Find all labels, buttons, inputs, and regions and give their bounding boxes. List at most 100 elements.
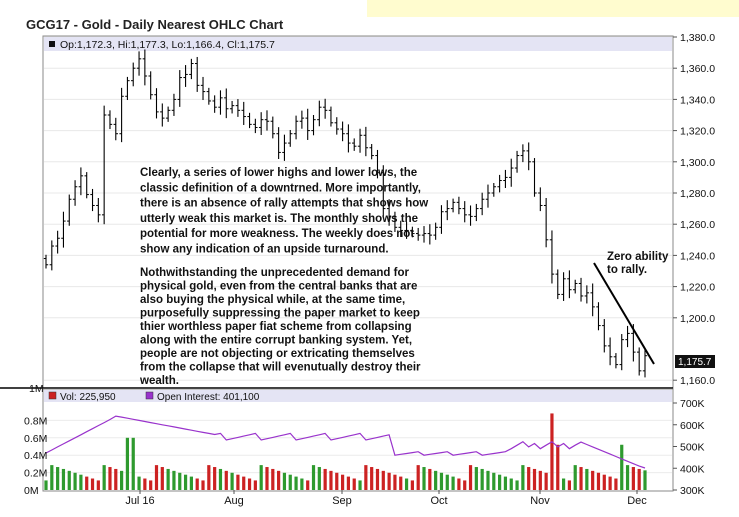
volume-bar [643,470,647,490]
price-tick-label: 1,160.0 [680,375,715,387]
ohlc-bar [200,76,206,101]
volume-tick-label: 1M [29,383,44,395]
volume-bar [614,478,618,490]
ohlc-bar [543,197,549,248]
ohlc-bar [148,71,153,100]
volume-bar [340,474,345,490]
ohlc-bar [456,196,462,215]
ohlc-bar [340,121,345,142]
price-tick-label: 1,200.0 [680,313,715,325]
oi-tick-label: 700K [680,398,705,410]
price-tick-label: 1,360.0 [680,63,715,75]
price-tick-label: 1,300.0 [680,157,715,169]
ohlc-bar [392,211,398,232]
ohlc-bar [474,203,479,222]
volume-bar [61,468,66,490]
volume-bar [422,467,426,490]
volume-bar [631,467,635,490]
commentary-line: show any indication of an upside turnaro… [140,244,389,256]
ohlc-bar [195,56,200,92]
ohlc-bar [224,88,229,119]
ohlc-legend-box [44,37,672,51]
price-tick-label: 1,340.0 [680,94,715,106]
volume-tick-label: 0.2M [24,468,47,480]
volume-bar [399,476,403,490]
volume-bar [236,474,240,490]
volume-bar [218,468,223,490]
ohlc-bar [479,192,485,216]
volume-bar [288,474,292,490]
open-interest-label: Open Interest: 401,100 [157,392,260,403]
volume-bar [387,472,391,490]
ohlc-bar [549,230,555,284]
ohlc-bar [386,199,392,226]
volume-bar [224,470,228,490]
oi-tick-label: 600K [680,420,705,432]
ohlc-bar [218,90,223,115]
price-grid [44,36,672,381]
ohlc-bar [165,106,171,122]
price-tick-label: 1,220.0 [680,282,715,294]
volume-bar [329,470,333,490]
ohlc-bar [375,149,380,179]
ohlc-bar [427,224,433,245]
ohlc-bar [439,205,444,234]
ohlc-bar [55,230,60,254]
ohlc-bar [235,99,241,117]
ohlc-bar [125,76,130,101]
price-axis: 1,380.0 1,360.0 1,340.0 1,320.0 1,300.0 1,280… [673,32,715,387]
volume-bar [428,468,432,490]
volume-bar [277,470,281,490]
volume-bar [503,476,508,490]
ohlc-bar [602,319,607,353]
open-interest-legend-swatch [145,391,154,400]
volume-bar [486,470,490,490]
ohlc-bar [514,150,520,173]
volume-legend-box [44,390,672,402]
ohlc-bar [288,129,293,147]
ohlc-bar [357,128,363,153]
price-tick-label: 1,280.0 [680,188,715,200]
volume-bar [56,467,60,490]
ohlc-bar [596,302,601,331]
x-tick-label: Sep [332,495,352,507]
volume-bar [120,470,124,490]
oi-tick-label: 500K [680,442,705,454]
downtrend-line [593,262,655,365]
ohlc-bar [636,347,642,376]
ohlc-bar [84,172,89,199]
volume-bar [247,478,252,490]
volume-bar [90,478,95,490]
volume-bar [271,468,275,490]
oi-tick-label: 400K [680,463,705,475]
volume-bar [515,480,519,490]
volume-bar [579,467,583,490]
x-tick-label: Nov [530,495,550,507]
volume-bar [527,467,531,490]
volume-bar [463,480,467,490]
ohlc-bar [433,222,438,240]
annotation-line-1: Zero ability [607,251,669,263]
oi-tick-label: 300K [680,485,705,497]
ohlc-bar [131,62,136,87]
price-tick-label: 1,380.0 [680,32,715,44]
ohlc-bar [363,126,369,157]
ohlc-bar [258,112,264,135]
volume-bar [457,478,461,490]
volume-bar [625,465,630,490]
ohlc-bar [154,88,159,119]
ohlc-bar [241,101,246,125]
ohlc-bar [642,349,648,378]
annotation-line-2: to rally. [607,264,647,276]
ohlc-bar [520,144,526,163]
volume-legend-swatch [48,391,57,400]
volume-bar [172,470,176,490]
ohlc-bar [212,95,217,113]
ohlc-bar [346,124,351,153]
ohlc-bar [160,103,165,127]
volume-bar [596,472,601,490]
volume-bar [189,476,193,490]
ohlc-bar [206,87,212,105]
volume-bar [149,480,153,490]
volume-label: Vol: 225,950 [60,392,116,403]
